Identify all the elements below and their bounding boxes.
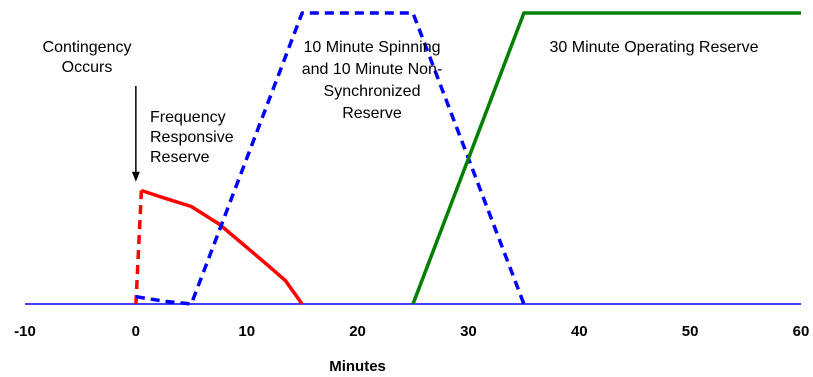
series-thirty-minute xyxy=(411,11,801,305)
annotation-line: Reserve xyxy=(342,105,402,122)
annotation-ten-minute: 10 Minute Spinning and 10 Minute Non- Sync… xyxy=(302,39,443,122)
annotation-line: and 10 Minute Non- xyxy=(302,61,443,78)
series-ten-minute xyxy=(135,11,526,306)
x-tick-label: 20 xyxy=(349,323,366,340)
annotation-line: Synchronized xyxy=(324,83,421,100)
annotation-contingency: Contingency Occurs xyxy=(43,39,132,76)
annotation-line: Responsive xyxy=(150,129,234,146)
x-tick-label: 30 xyxy=(460,323,477,340)
contingency-arrow-head xyxy=(131,171,140,182)
x-tick-label: 0 xyxy=(132,323,140,340)
annotations: Contingency Occurs Frequency Responsive Rese… xyxy=(43,39,759,182)
annotation-line: Frequency xyxy=(150,109,226,126)
x-tick-label: 40 xyxy=(571,323,588,340)
x-axis-label: Minutes xyxy=(329,358,386,375)
x-tick-label: -10 xyxy=(14,323,36,340)
annotation-frequency: Frequency Responsive Reserve xyxy=(150,109,234,166)
series-frequency xyxy=(140,188,304,306)
series-layer xyxy=(25,11,801,306)
x-axis-ticks: -10 0 10 20 30 40 50 60 xyxy=(14,323,809,340)
annotation-line: Reserve xyxy=(150,149,210,166)
annotation-line: 10 Minute Spinning xyxy=(304,39,441,56)
series-frequency-rise xyxy=(134,190,144,305)
annotation-line: 30 Minute Operating Reserve xyxy=(550,39,759,56)
annotation-line: Occurs xyxy=(62,59,113,76)
annotation-line: Contingency xyxy=(43,39,132,56)
x-tick-label: 60 xyxy=(793,323,810,340)
x-tick-label: 10 xyxy=(238,323,255,340)
annotation-thirty-minute: 30 Minute Operating Reserve xyxy=(550,39,759,56)
x-tick-label: 50 xyxy=(682,323,699,340)
